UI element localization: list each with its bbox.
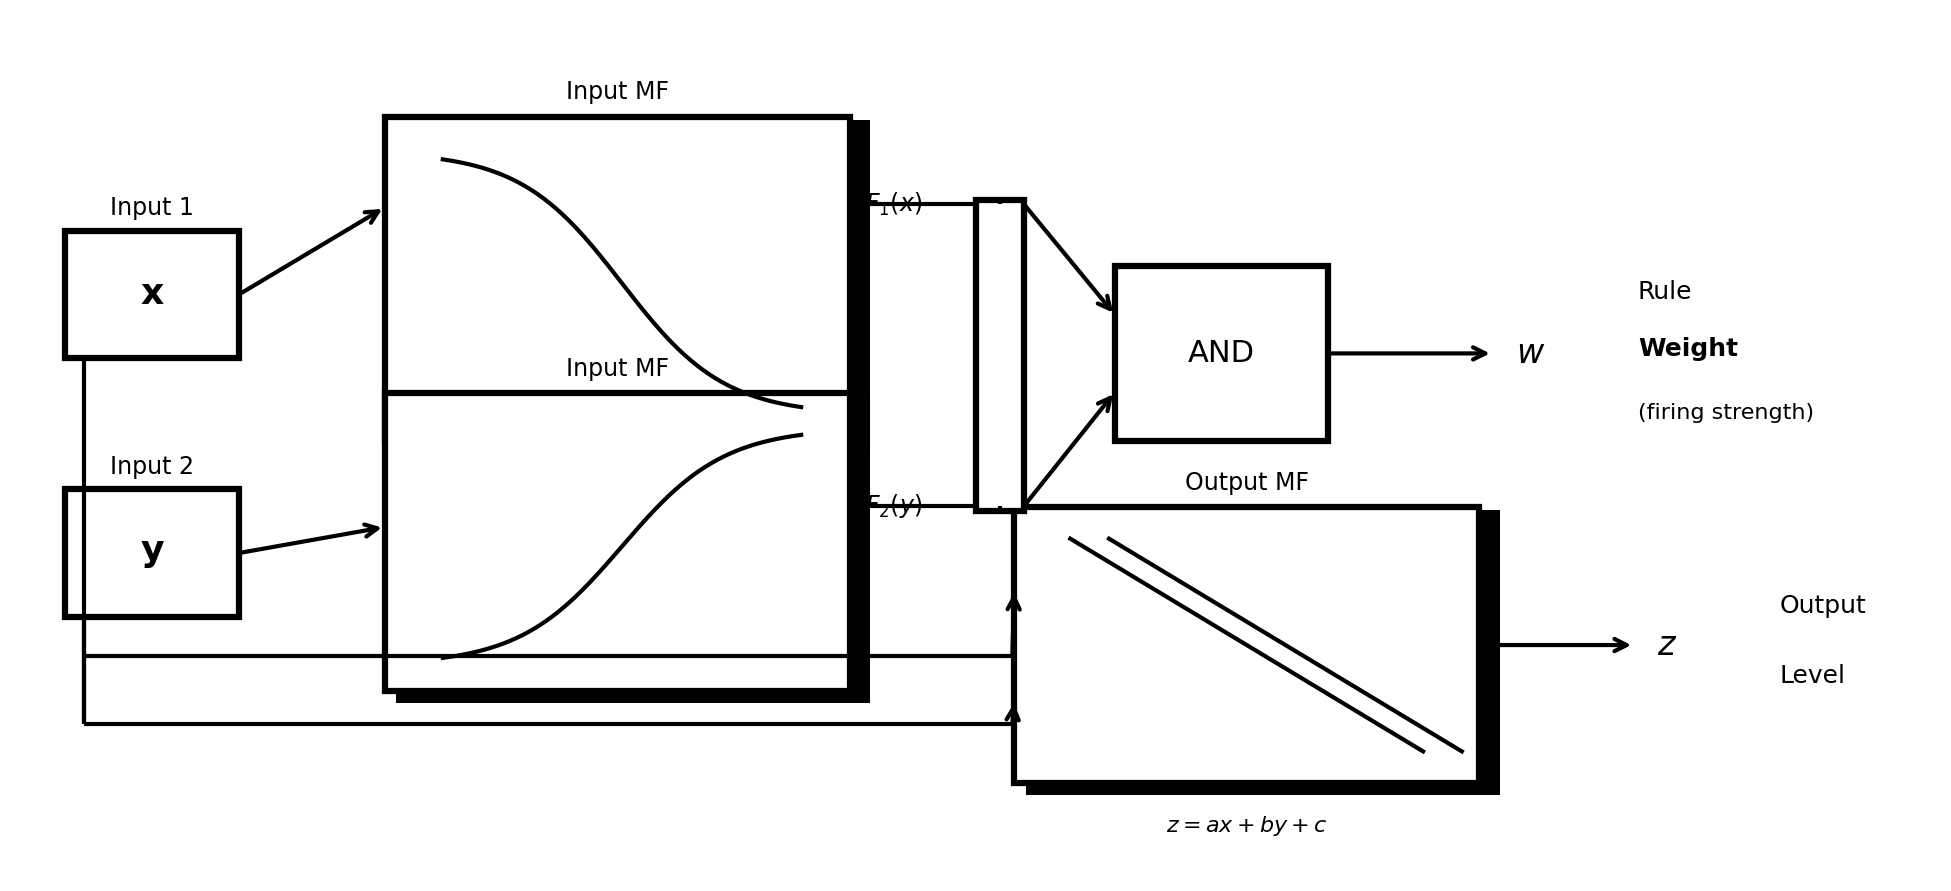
Text: $F_2(y)$: $F_2(y)$ bbox=[864, 492, 923, 520]
Text: Output MF: Output MF bbox=[1184, 470, 1309, 495]
Text: (firing strength): (firing strength) bbox=[1639, 403, 1814, 423]
Text: $\mathbf{y}$: $\mathbf{y}$ bbox=[140, 536, 164, 570]
Text: $\mathbf{x}$: $\mathbf{x}$ bbox=[140, 277, 164, 311]
Bar bbox=[384, 117, 849, 441]
Bar bbox=[976, 200, 1024, 511]
Bar bbox=[1015, 507, 1479, 783]
Text: Output: Output bbox=[1779, 593, 1867, 617]
Text: $F_1(x)$: $F_1(x)$ bbox=[864, 191, 923, 217]
Text: Level: Level bbox=[1779, 664, 1846, 688]
Text: Weight: Weight bbox=[1639, 337, 1738, 361]
Bar bbox=[400, 124, 864, 448]
Text: $z$: $z$ bbox=[1656, 628, 1678, 661]
Text: Input 1: Input 1 bbox=[111, 196, 195, 220]
Text: Rule: Rule bbox=[1639, 280, 1692, 304]
Text: Input MF: Input MF bbox=[566, 80, 669, 104]
Bar bbox=[64, 489, 240, 617]
Bar bbox=[1030, 514, 1494, 790]
Bar bbox=[64, 231, 240, 358]
Bar bbox=[384, 393, 849, 691]
Text: $w$: $w$ bbox=[1516, 337, 1545, 370]
Text: Input MF: Input MF bbox=[566, 356, 669, 380]
Bar bbox=[400, 400, 864, 699]
Text: $z = ax+by+c$: $z = ax+by+c$ bbox=[1167, 813, 1327, 838]
Bar bbox=[1114, 266, 1329, 441]
Text: AND: AND bbox=[1188, 339, 1254, 368]
Text: Input 2: Input 2 bbox=[109, 454, 195, 478]
